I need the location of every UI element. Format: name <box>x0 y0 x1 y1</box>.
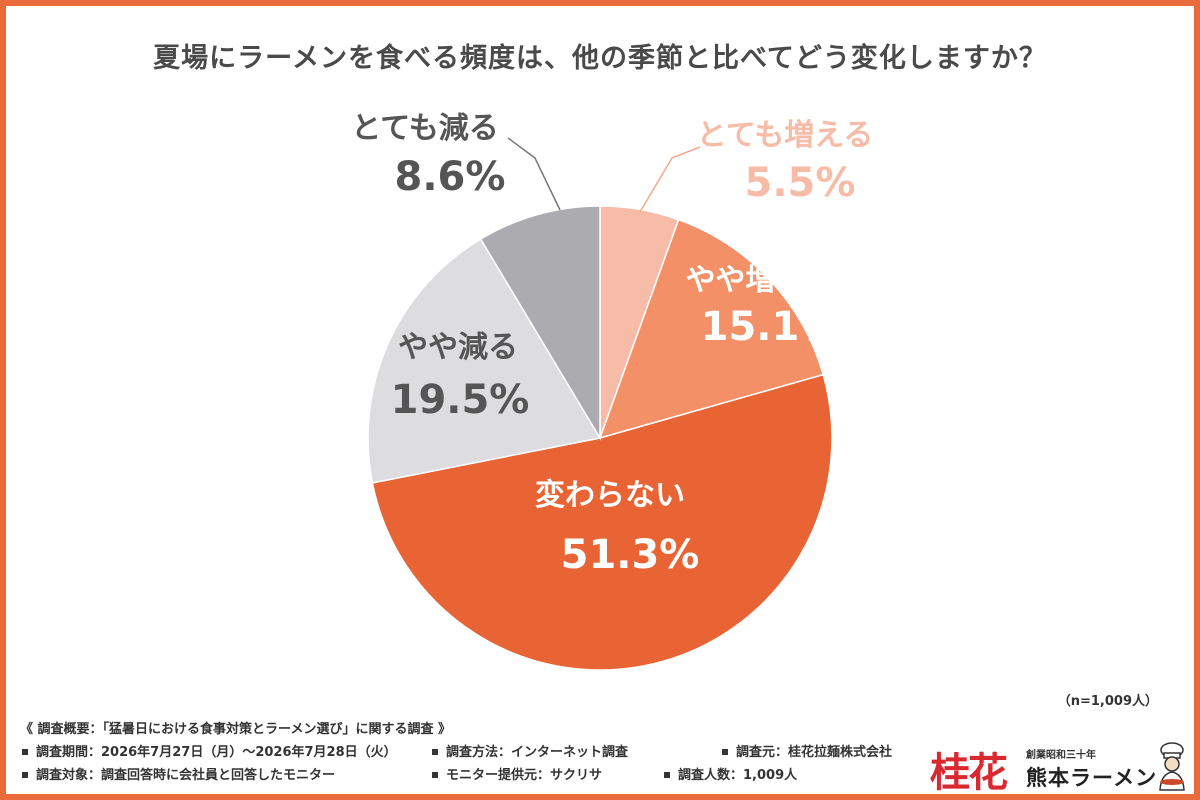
slice-value-label: 8.6% <box>395 154 506 200</box>
slice-label: 変わらない <box>535 478 685 513</box>
survey-target: 調査対象：調査回答時に会社員と回答したモニター <box>36 768 336 783</box>
logo-name: 熊本ラーメン <box>1026 766 1158 790</box>
pie-slice <box>598 218 825 440</box>
survey-provider: モニター提供元：サクリサ <box>446 768 603 783</box>
survey-count: 調査人数：1,009人 <box>678 768 798 783</box>
leader-line <box>639 146 701 213</box>
brand-logo: 桂花 創業昭和三十年 熊本ラーメン <box>930 740 1192 796</box>
slice-value-label: 51.3% <box>561 532 700 578</box>
slice-value-label: 5.5% <box>745 160 856 206</box>
bullet-icon <box>22 748 28 755</box>
survey-source: 調査元：桂花拉麺株式会社 <box>736 745 893 760</box>
survey-source-item: 調査元：桂花拉麺株式会社 <box>720 741 892 764</box>
slice-label: やや増える <box>685 263 834 298</box>
survey-summary: 《 調査概要：「猛暑日における食事対策とラーメン選び」に関する調査 》 調査期間… <box>20 718 892 787</box>
slice-label: とても増える <box>697 118 874 153</box>
pie-slice <box>479 205 601 441</box>
slice-value-label: 19.5% <box>391 377 530 423</box>
survey-method-item: 調査方法：インターネット調査 <box>430 741 720 764</box>
logo-kanji: 桂花 <box>930 749 1008 796</box>
survey-target-item: 調査対象：調査回答時に会社員と回答したモニター <box>20 764 430 787</box>
bullet-icon <box>722 748 728 755</box>
pie-slice <box>371 373 833 671</box>
chef-icon <box>1159 742 1185 791</box>
chart-title: 夏場にラーメンを食べる頻度は、他の季節と比べてどう変化しますか？ <box>153 43 1047 74</box>
sample-size-note: （n=1,009人） <box>1057 694 1158 709</box>
survey-header: 《 調査概要：「猛暑日における食事対策とラーメン選び」に関する調査 》 <box>20 722 452 737</box>
slice-value-label: 15.1% <box>701 304 840 350</box>
bullet-icon <box>22 771 28 778</box>
survey-provider-item: モニター提供元：サクリサ <box>430 764 662 787</box>
logo-tagline: 創業昭和三十年 <box>1026 750 1096 761</box>
slice-label: やや減る <box>398 330 518 365</box>
survey-period: 調査期間：2026年7月27日（月）～2026年7月28日（火） <box>36 745 397 760</box>
bullet-icon <box>664 771 670 778</box>
survey-count-item: 調査人数：1,009人 <box>662 764 797 787</box>
bullet-icon <box>432 771 438 778</box>
pie-slice <box>367 238 602 484</box>
leader-line <box>507 137 561 211</box>
survey-method: 調査方法：インターネット調査 <box>446 745 629 760</box>
survey-period-item: 調査期間：2026年7月27日（月）～2026年7月28日（火） <box>20 741 430 764</box>
bullet-icon <box>432 748 438 755</box>
slice-label: とても減る <box>351 111 499 146</box>
